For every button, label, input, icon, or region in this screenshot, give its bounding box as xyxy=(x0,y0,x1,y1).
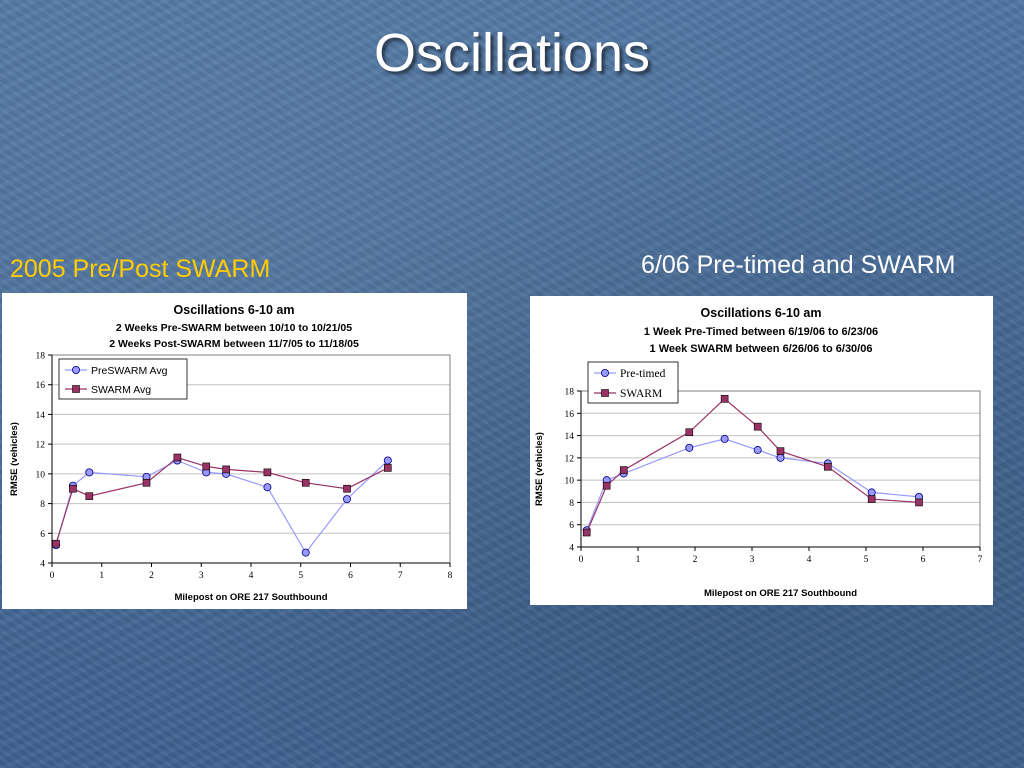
chart-right-ytick-label-4: 4 xyxy=(569,544,574,554)
chart-left-title: Oscillations 6-10 am xyxy=(174,303,295,317)
chart-left-series-2-point-3 xyxy=(85,492,94,500)
chart-right-ytick-label-14: 14 xyxy=(565,432,575,442)
chart-right-legend-marker-2 xyxy=(601,389,609,397)
chart-left-legend-marker-2 xyxy=(72,385,80,393)
chart-right-ytick-label-6: 6 xyxy=(569,521,574,531)
chart-right-series-2-point-9 xyxy=(867,495,876,503)
chart-right-series-2-point-10 xyxy=(915,498,923,507)
chart-right-xtick-label-3: 3 xyxy=(750,555,755,565)
chart-right-svg: Oscillations 6-10 am 1 Week Pre-Timed bet… xyxy=(534,306,983,599)
chart-right-y-axis-label: RMSE (vehicles) xyxy=(534,432,545,506)
chart-right-ytick-label-18: 18 xyxy=(565,388,575,398)
chart-left-series-2-point-7 xyxy=(222,465,230,474)
chart-left-xtick-label-8: 8 xyxy=(448,571,453,581)
chart-right-series-1-point-9 xyxy=(867,488,876,497)
chart-right-legend-marker-1 xyxy=(601,369,610,378)
chart-right-series-1-point-6 xyxy=(753,446,762,455)
chart-left-series-1-point-11 xyxy=(383,456,392,465)
chart-right-xtick-label-6: 6 xyxy=(921,555,926,565)
chart-right-series-1-point-5 xyxy=(720,434,729,443)
chart-right-title: Oscillations 6-10 am xyxy=(701,306,822,320)
chart-right-series-2-point-7 xyxy=(776,447,785,455)
chart-left-xtick-label-1: 1 xyxy=(99,571,104,581)
chart-right-series-2-point-5 xyxy=(720,395,729,403)
chart-right-xtick-label-7: 7 xyxy=(978,555,983,565)
chart-left-legend-label-1: PreSWARM Avg xyxy=(91,365,168,377)
chart-right-plot-frame xyxy=(580,390,981,548)
chart-right-x-axis-label: Milepost on ORE 217 Southbound xyxy=(704,588,857,599)
chart-left-series-1-point-3 xyxy=(85,468,94,477)
chart-right-series-2-point-8 xyxy=(824,462,832,471)
chart-left-series-1-point-8 xyxy=(263,483,272,492)
chart-left-series-2-point-5 xyxy=(173,453,182,462)
chart-left-xtick-label-7: 7 xyxy=(398,571,403,581)
chart-right-series-1-point-7 xyxy=(776,453,785,462)
chart-right-subtitle-2: 1 Week SWARM between 6/26/06 to 6/30/06 xyxy=(650,343,873,355)
chart-left: Oscillations 6-10 am 2 Weeks Pre-SWARM be… xyxy=(2,293,467,609)
chart-right-ytick-label-10: 10 xyxy=(565,477,575,487)
caption-right: 6/06 Pre-timed and SWARM xyxy=(641,251,956,279)
chart-right-series-2-point-1 xyxy=(582,528,591,537)
chart-left-series-2-point-4 xyxy=(142,478,151,487)
chart-right-xtick-label-1: 1 xyxy=(636,555,641,565)
chart-left-series-2-point-11 xyxy=(384,464,392,472)
chart-right-series-2-point-2 xyxy=(602,481,611,490)
chart-left-svg: Oscillations 6-10 am 2 Weeks Pre-SWARM be… xyxy=(9,303,453,603)
chart-left-legend-marker-1 xyxy=(72,366,81,375)
chart-left-series-2-point-6 xyxy=(202,462,211,471)
chart-right-series-2-point-3 xyxy=(619,466,628,474)
chart-left-xtick-label-3: 3 xyxy=(199,571,204,581)
chart-right-subtitle-1: 1 Week Pre-Timed between 6/19/06 to 6/23… xyxy=(644,326,878,338)
chart-left-legend xyxy=(58,358,188,400)
chart-right: Oscillations 6-10 am 1 Week Pre-Timed bet… xyxy=(530,296,993,605)
chart-left-subtitle-2: 2 Weeks Post-SWARM between 11/7/05 to 11… xyxy=(109,338,359,350)
chart-right-legend-label-1: Pre-timed xyxy=(620,368,666,380)
chart-left-subtitle-1: 2 Weeks Pre-SWARM between 10/10 to 10/21… xyxy=(116,322,352,334)
chart-right-series-2-point-4 xyxy=(685,428,694,437)
slide-title: Oscillations xyxy=(373,23,651,83)
chart-left-series-2-point-1 xyxy=(52,539,60,548)
chart-right-ytick-label-12: 12 xyxy=(565,454,575,464)
chart-left-xtick-label-2: 2 xyxy=(149,571,154,581)
chart-right-legend-label-2: SWARM xyxy=(620,388,662,400)
chart-left-ytick-label-12: 12 xyxy=(36,441,46,451)
chart-left-ytick-label-8: 8 xyxy=(40,500,45,510)
chart-left-series-2-point-8 xyxy=(263,468,272,477)
chart-right-xtick-label-5: 5 xyxy=(864,555,869,565)
chart-left-series-2-point-2 xyxy=(69,484,77,493)
chart-right-series-2-line xyxy=(586,397,920,533)
chart-left-xtick-label-0: 0 xyxy=(50,571,55,581)
chart-left-y-axis-label: RMSE (vehicles) xyxy=(9,422,20,496)
chart-right-xtick-label-0: 0 xyxy=(579,555,584,565)
chart-left-series-2-point-10 xyxy=(343,484,351,493)
chart-left-ytick-label-18: 18 xyxy=(36,352,46,362)
chart-left-ytick-label-14: 14 xyxy=(36,411,46,421)
chart-left-xtick-label-6: 6 xyxy=(348,571,353,581)
chart-left-ytick-label-4: 4 xyxy=(40,560,45,570)
chart-right-series-1-line xyxy=(586,438,920,531)
chart-right-xtick-label-2: 2 xyxy=(693,555,698,565)
chart-right-ytick-label-16: 16 xyxy=(565,410,575,420)
chart-left-series-2-point-9 xyxy=(301,478,310,487)
chart-left-ytick-label-6: 6 xyxy=(40,530,45,540)
chart-left-series-2-line xyxy=(55,456,389,544)
chart-right-series-1-point-4 xyxy=(685,443,694,452)
chart-left-series-1-point-10 xyxy=(343,495,352,504)
chart-left-ytick-label-16: 16 xyxy=(36,381,46,391)
chart-right-ytick-label-8: 8 xyxy=(569,499,574,509)
chart-right-series-2-point-6 xyxy=(753,422,762,431)
caption-left: 2005 Pre/Post SWARM xyxy=(10,255,271,283)
chart-left-xtick-label-4: 4 xyxy=(249,571,254,581)
chart-left-xtick-label-5: 5 xyxy=(298,571,303,581)
chart-left-ytick-label-10: 10 xyxy=(36,470,46,480)
chart-left-series-1-point-9 xyxy=(301,548,310,557)
chart-left-legend-label-2: SWARM Avg xyxy=(91,384,151,396)
chart-left-x-axis-label: Milepost on ORE 217 Southbound xyxy=(174,592,327,603)
chart-right-xtick-label-4: 4 xyxy=(807,555,812,565)
